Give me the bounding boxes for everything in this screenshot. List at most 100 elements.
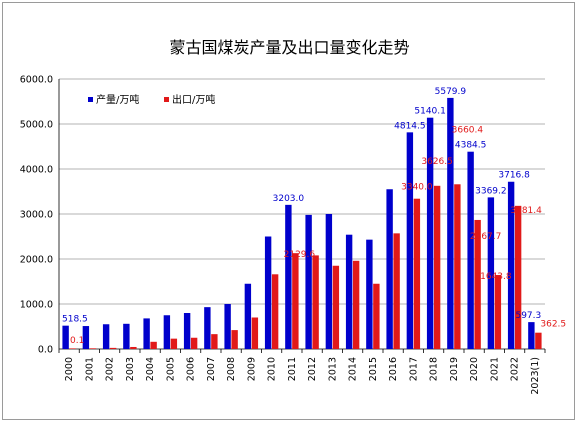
x-tick-label: 2001 [84, 357, 95, 381]
export-data-label: 2867.7 [470, 232, 502, 242]
x-tick-label: 2016 [388, 357, 399, 381]
export-bar [292, 253, 299, 349]
x-tick-label: 2005 [165, 357, 176, 381]
production-data-label: 5140.1 [414, 107, 446, 117]
production-bar [244, 283, 252, 349]
export-bar [109, 347, 117, 349]
legend-label-export: 出口/万吨 [172, 93, 215, 106]
x-tick-label: 2012 [307, 357, 318, 381]
export-bar [312, 255, 319, 349]
production-bar [366, 239, 373, 349]
export-data-label: 3340.0 [401, 183, 433, 193]
export-bar [130, 346, 137, 349]
export-bar [474, 219, 481, 349]
export-bar [332, 265, 340, 349]
production-data-label: 3369.2 [475, 186, 507, 196]
x-tick-label: 2017 [408, 357, 419, 381]
x-tick-label: 2006 [186, 357, 197, 381]
y-tick-label: 5000.0 [20, 120, 53, 131]
x-tick-label: 2007 [206, 357, 217, 381]
export-bar [231, 330, 238, 349]
production-bar [467, 151, 474, 349]
export-data-label: 2129.6 [284, 250, 316, 260]
export-bar [352, 260, 360, 349]
production-bar [62, 325, 69, 349]
x-tick-label: 2009 [246, 357, 257, 381]
export-bar [373, 283, 380, 349]
x-tick-label: 2015 [368, 357, 379, 381]
export-data-label: 3181.4 [510, 206, 542, 216]
chart-title: 蒙古国煤炭产量及出口量变化走势 [169, 38, 410, 57]
export-bar [535, 332, 542, 349]
legend-swatch-production [88, 97, 93, 102]
y-tick-label: 1000.0 [20, 300, 53, 311]
export-bar [433, 185, 441, 349]
export-bar [271, 274, 279, 349]
export-bar [494, 275, 502, 349]
legend-label-production: 产量/万吨 [96, 93, 139, 106]
production-bar [528, 322, 535, 349]
production-bar [285, 204, 292, 349]
production-data-label: 4384.5 [455, 141, 487, 151]
y-tick-label: 4000.0 [20, 165, 53, 176]
export-bar [393, 233, 400, 349]
production-bar [345, 234, 353, 349]
production-bar [264, 236, 272, 349]
production-data-label: 5579.9 [435, 87, 467, 97]
export-bar [69, 348, 76, 349]
x-tick-label: 2014 [348, 357, 359, 381]
export-bar [211, 334, 218, 349]
x-tick-label: 2023(1) [530, 357, 541, 395]
production-data-label: 4814.5 [394, 121, 426, 131]
x-tick-label: 2011 [287, 357, 298, 381]
production-bar [224, 304, 231, 349]
production-bar [204, 307, 211, 349]
export-bar [150, 341, 157, 349]
production-bar [123, 323, 130, 349]
production-data-label: 597.3 [515, 311, 541, 321]
y-tick-label: 0.0 [38, 345, 53, 356]
legend-swatch-export [164, 97, 169, 102]
x-tick-label: 2002 [105, 357, 116, 381]
export-bar [251, 317, 259, 349]
y-tick-label: 2000.0 [20, 255, 53, 266]
x-tick-label: 2021 [489, 357, 500, 381]
production-bar [163, 315, 171, 349]
production-bar [507, 181, 515, 349]
export-data-label: 1643.8 [480, 272, 512, 282]
production-bar [102, 324, 110, 349]
y-tick-label: 3000.0 [20, 210, 53, 221]
production-data-label: 3716.8 [498, 171, 530, 181]
x-tick-label: 2019 [449, 357, 460, 381]
export-data-label: 3626.5 [421, 157, 453, 167]
production-bar [305, 214, 312, 349]
x-tick-label: 2013 [327, 357, 338, 381]
export-data-label: 3660.4 [452, 125, 484, 135]
production-bar [487, 197, 495, 349]
export-bar [89, 348, 97, 349]
production-bar [386, 189, 393, 349]
production-data-label: 518.5 [62, 315, 88, 325]
x-tick-label: 2000 [64, 357, 75, 381]
production-bar [325, 214, 333, 349]
export-bar [413, 198, 421, 349]
x-tick-label: 2010 [267, 357, 278, 381]
export-bar [514, 205, 522, 349]
production-data-label: 3203.0 [273, 194, 305, 204]
production-bar [82, 326, 90, 349]
x-tick-label: 2018 [429, 357, 440, 381]
export-data-label: 362.5 [540, 320, 566, 330]
x-tick-label: 2022 [510, 357, 521, 381]
export-bar [454, 184, 461, 349]
production-bar [143, 318, 150, 349]
y-tick-label: 6000.0 [20, 75, 53, 86]
x-tick-label: 2008 [226, 357, 237, 381]
export-data-label: 0.1 [70, 336, 84, 346]
export-bar [170, 338, 178, 349]
export-bar [190, 337, 198, 349]
production-bar [183, 313, 191, 349]
production-bar [426, 117, 434, 350]
x-tick-label: 2020 [469, 357, 480, 381]
production-bar [447, 97, 454, 349]
